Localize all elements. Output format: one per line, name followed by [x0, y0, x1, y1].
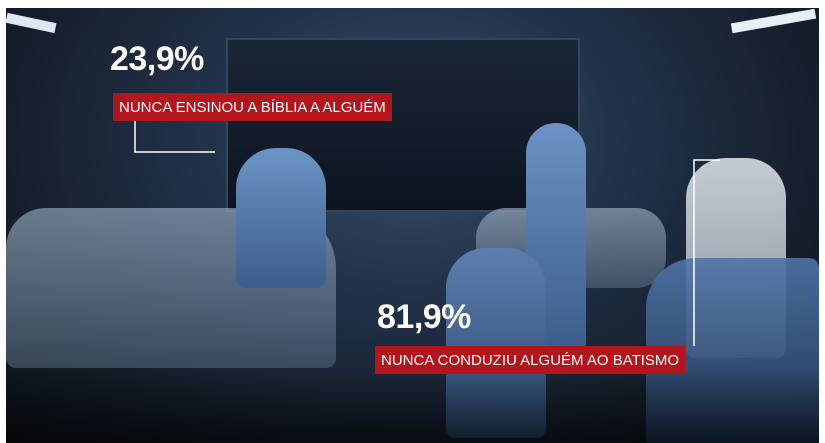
stat-label: NUNCA ENSINOU A BÍBLIA A ALGUÉM: [113, 93, 392, 121]
page: 23,9% NUNCA ENSINOU A BÍBLIA A ALGUÉM 81…: [0, 0, 825, 443]
connector-line: [694, 160, 720, 346]
stat-value: 81,9%: [377, 298, 471, 337]
stat-label: NUNCA CONDUZIU ALGUÉM AO BATISMO: [375, 346, 685, 374]
stat-value: 23,9%: [110, 40, 204, 79]
connector-line: [135, 118, 215, 152]
